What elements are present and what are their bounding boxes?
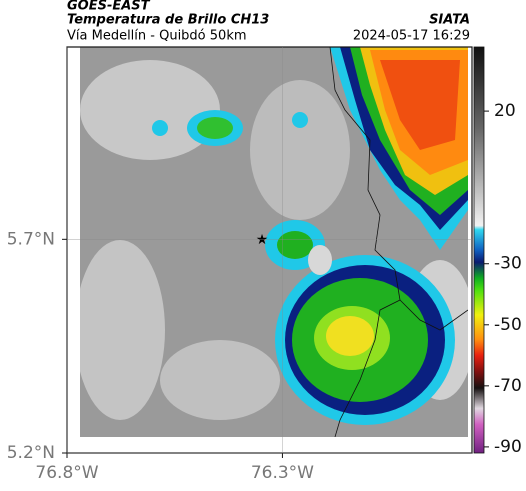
subtitle: Temperatura de Brillo CH13 (67, 13, 269, 28)
location-marker: ★ (256, 232, 269, 248)
satellite-image (80, 47, 468, 437)
x-tick-label: 76.3°W (251, 463, 314, 483)
title: GOES-EAST (67, 0, 151, 14)
source: SIATA (429, 13, 470, 28)
y-tick-label: 5.2°N (7, 443, 55, 463)
route: Vía Medellín - Quibdó 50km (67, 29, 247, 44)
timestamp: 2024-05-17 16:29 (353, 29, 470, 44)
colorbar-label: 20 (494, 101, 516, 121)
colorbar-label: -50 (494, 315, 522, 335)
colorbar-label: -70 (494, 376, 522, 396)
colorbar (473, 46, 485, 454)
colorbar-label: -90 (494, 437, 522, 457)
colorbar-label: -30 (494, 254, 522, 274)
x-tick-label: 76.8°W (35, 463, 98, 483)
y-tick-label: 5.7°N (7, 229, 55, 249)
